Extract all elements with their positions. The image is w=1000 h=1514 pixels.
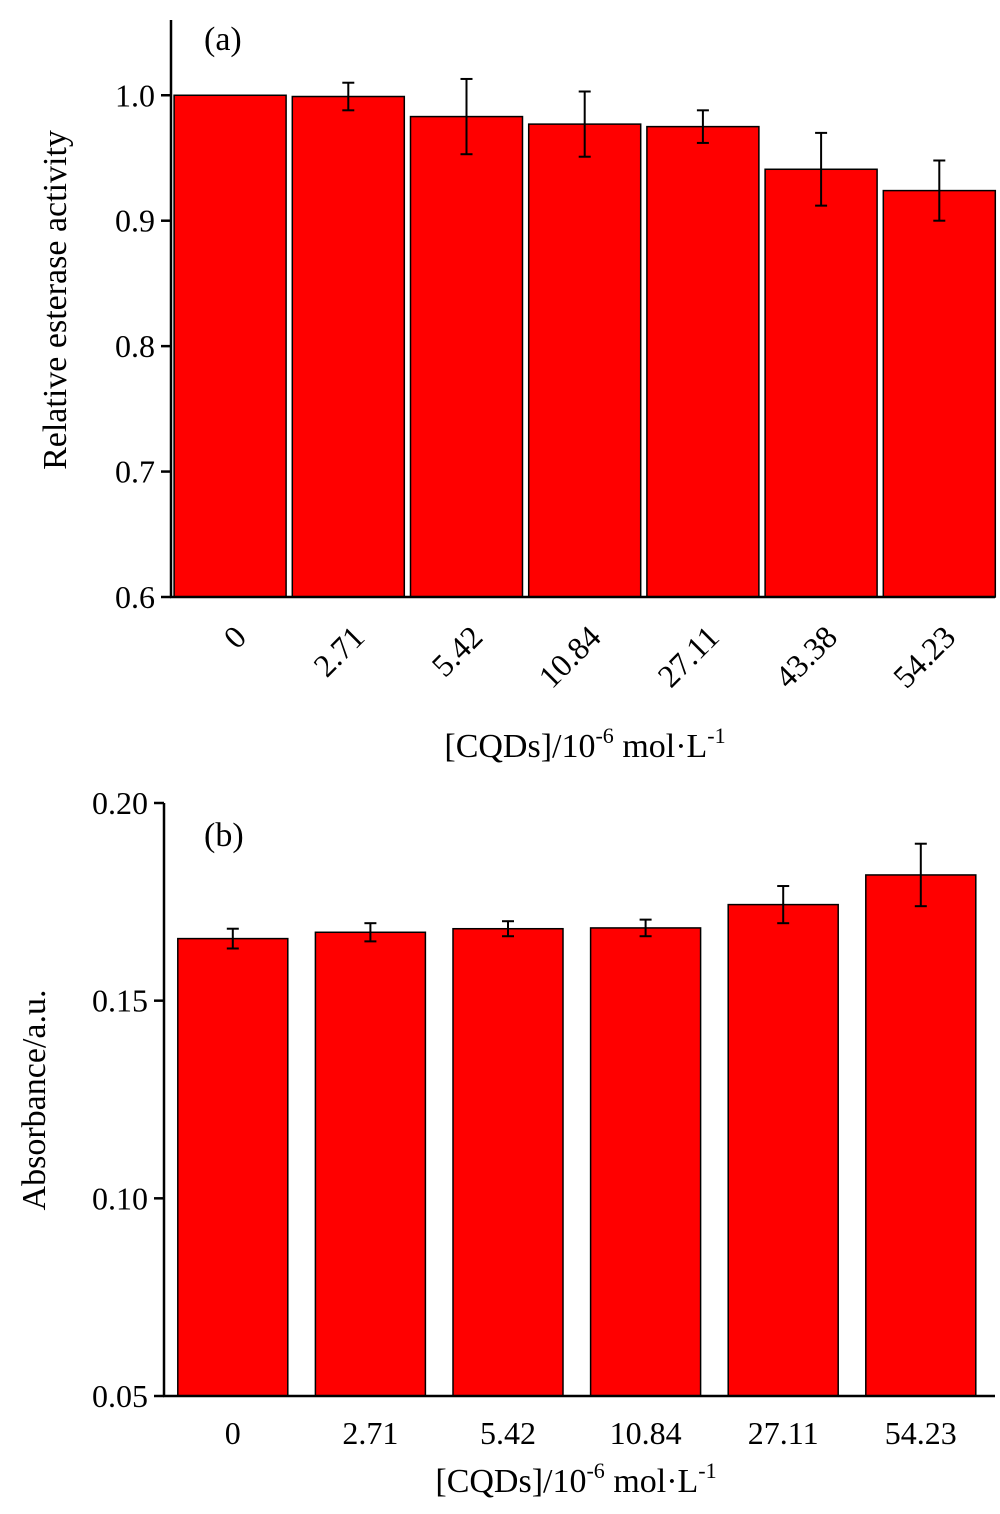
bars-group — [173, 94, 997, 598]
error-bar-2.71 — [342, 81, 355, 112]
error-bar-5.42 — [460, 77, 473, 156]
y-tick-label: 0.8 — [115, 328, 155, 364]
bar-0 — [177, 937, 289, 1397]
panel-label: (b) — [204, 817, 244, 854]
y-tick-label: 0.9 — [115, 203, 155, 239]
x-tick-label: 10.84 — [610, 1415, 682, 1451]
chart-panel-a: 0.60.70.80.91.0 0 2.71 5.42 10.84 27.11 43.38… — [37, 20, 997, 765]
bar-54.23 — [865, 874, 977, 1397]
y-tick-label: 0.20 — [92, 785, 148, 821]
bar-43.38 — [764, 168, 878, 598]
error-bar-5.42 — [502, 920, 514, 938]
bar-2.71 — [291, 95, 406, 598]
y-tick-label: 1.0 — [115, 77, 155, 113]
x-axis-label-base: [CQDs]/10 — [435, 1463, 586, 1500]
error-bar-27.11 — [696, 109, 709, 144]
bar-0 — [173, 94, 287, 598]
bar-54.23 — [882, 189, 997, 598]
x-tick-label: 54.23 — [885, 1415, 957, 1451]
error-bar-54.23 — [914, 842, 927, 908]
bar-10.84 — [527, 123, 642, 598]
x-tick-label: 5.42 — [480, 1415, 536, 1451]
error-bar-10.84 — [578, 90, 591, 158]
x-axis-label-exp2: -1 — [698, 1458, 716, 1483]
x-axis-label-exp1: -6 — [595, 723, 613, 748]
x-ticks-group: 0 2.71 5.42 10.84 27.11 54.23 — [225, 1415, 957, 1451]
y-ticks-group: 0.05 0.10 0.15 0.20 — [92, 785, 164, 1414]
y-tick-label: 0.10 — [92, 1180, 148, 1216]
bar-5.42 — [452, 927, 564, 1397]
error-bar-54.23 — [933, 159, 946, 222]
x-axis-label-exp1: -6 — [586, 1458, 604, 1483]
chart-panel-b: 0.05 0.10 0.15 0.20 0 2.71 5.42 10.84 27.11 54.2… — [16, 785, 995, 1500]
error-bar-27.11 — [777, 885, 790, 925]
axes-group — [162, 803, 995, 1398]
bar-5.42 — [409, 115, 524, 598]
x-axis-label-mid: mol·L — [614, 728, 707, 765]
x-tick-label: 27.11 — [748, 1415, 819, 1451]
error-bar-0 — [226, 927, 239, 950]
y-tick-label: 0.6 — [115, 579, 155, 615]
y-tick-label: 0.15 — [92, 983, 148, 1019]
x-axis-label-base: [CQDs]/10 — [444, 728, 595, 765]
y-axis-label: Relative esterase activity — [37, 130, 74, 470]
x-tick-label: 0 — [225, 1415, 241, 1451]
error-bar-2.71 — [364, 922, 377, 943]
x-axis-label: [CQDs]/10-6 mol·L-1 — [444, 723, 725, 765]
error-bar-10.84 — [639, 918, 652, 938]
bars-group — [177, 874, 977, 1397]
bar-27.11 — [727, 903, 839, 1397]
axes-group — [169, 20, 995, 599]
panel-label: (a) — [204, 21, 242, 58]
error-bars-group — [342, 77, 946, 222]
y-axis-label: Absorbance/a.u. — [16, 990, 53, 1211]
y-ticks-group: 0.6 0.7 0.8 0.9 1.0 — [115, 77, 171, 615]
x-axis-label: [CQDs]/10-6 mol·L-1 — [435, 1458, 716, 1500]
y-tick-label: 0.05 — [92, 1378, 148, 1414]
bar-27.11 — [646, 125, 760, 598]
x-axis-label-exp2: -1 — [707, 723, 725, 748]
y-tick-label: 0.7 — [115, 454, 155, 490]
bar-10.84 — [589, 927, 702, 1397]
error-bars-group — [226, 842, 927, 950]
x-tick-label: 2.71 — [342, 1415, 398, 1451]
x-axis-label-mid: mol·L — [605, 1463, 698, 1500]
bar-2.71 — [314, 931, 427, 1397]
error-bar-43.38 — [815, 131, 828, 207]
